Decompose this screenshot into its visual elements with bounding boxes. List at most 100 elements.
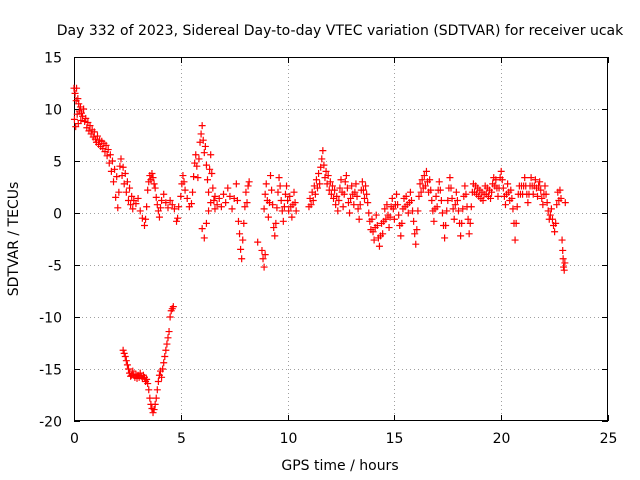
data-point xyxy=(509,205,517,213)
data-point xyxy=(513,203,521,211)
data-point xyxy=(136,207,144,215)
data-point xyxy=(233,197,241,205)
data-point xyxy=(217,203,225,211)
data-point xyxy=(335,197,343,205)
data-point xyxy=(414,207,422,215)
data-point xyxy=(122,188,130,196)
data-point xyxy=(119,346,127,354)
data-point xyxy=(143,375,151,383)
data-point xyxy=(129,367,137,375)
data-point xyxy=(197,130,205,138)
x-axis-label: GPS time / hours xyxy=(281,458,398,474)
data-point xyxy=(558,236,566,244)
data-point xyxy=(539,201,547,209)
data-point xyxy=(126,184,134,192)
data-point xyxy=(453,197,461,205)
data-point xyxy=(132,200,140,208)
data-point xyxy=(428,197,436,205)
data-point xyxy=(344,199,352,207)
data-point xyxy=(547,205,555,213)
data-point xyxy=(208,169,216,177)
data-point xyxy=(242,188,250,196)
data-point xyxy=(543,199,551,207)
data-point xyxy=(443,207,451,215)
data-point xyxy=(181,186,189,194)
data-point xyxy=(205,188,213,196)
data-point xyxy=(149,174,157,182)
data-point xyxy=(309,197,317,205)
data-point xyxy=(557,194,565,202)
data-point xyxy=(211,192,219,200)
data-point xyxy=(138,214,146,222)
data-point xyxy=(355,215,363,223)
data-point xyxy=(337,176,345,184)
y-tick-label: 0 xyxy=(53,207,62,223)
y-tick-label: -5 xyxy=(48,259,62,275)
data-point xyxy=(411,230,419,238)
data-point xyxy=(198,122,206,130)
data-point xyxy=(342,172,350,180)
data-point xyxy=(238,255,246,263)
data-point xyxy=(427,186,435,194)
data-point xyxy=(449,205,457,213)
y-tick-label: -10 xyxy=(39,311,62,327)
data-point xyxy=(164,204,172,212)
data-point xyxy=(372,211,380,219)
data-point xyxy=(438,209,446,217)
data-point xyxy=(140,221,148,229)
data-point xyxy=(224,184,232,192)
data-point xyxy=(529,190,537,198)
data-point xyxy=(207,199,215,207)
data-point xyxy=(269,201,277,209)
data-point xyxy=(441,234,449,242)
data-point xyxy=(127,372,135,380)
data-point xyxy=(351,188,359,196)
data-point xyxy=(70,115,78,123)
data-point xyxy=(395,211,403,219)
data-point xyxy=(291,199,299,207)
data-point xyxy=(320,161,328,169)
data-point xyxy=(350,201,358,209)
data-point xyxy=(508,194,516,202)
data-point xyxy=(437,197,445,205)
data-point xyxy=(211,205,219,213)
data-point xyxy=(261,190,269,198)
data-point xyxy=(152,193,160,201)
data-point xyxy=(180,178,188,186)
data-point xyxy=(166,313,174,321)
data-point xyxy=(328,182,336,190)
data-point xyxy=(160,190,168,198)
data-point xyxy=(521,174,529,182)
data-point xyxy=(199,136,207,144)
data-point xyxy=(542,190,550,198)
data-point xyxy=(111,165,119,173)
data-point xyxy=(116,162,124,170)
data-point xyxy=(157,204,165,212)
data-point xyxy=(261,251,269,259)
data-point xyxy=(279,217,287,225)
y-tick-label: -15 xyxy=(39,363,62,379)
data-point xyxy=(75,100,83,108)
data-point xyxy=(201,142,209,150)
data-point xyxy=(215,194,223,202)
data-point xyxy=(451,201,459,209)
data-point xyxy=(559,255,567,263)
data-point xyxy=(394,201,402,209)
data-point xyxy=(312,176,320,184)
data-point xyxy=(200,234,208,242)
data-point xyxy=(122,357,130,365)
y-tick-label: 10 xyxy=(44,103,62,119)
data-point xyxy=(448,194,456,202)
data-point xyxy=(538,194,546,202)
data-point xyxy=(462,190,470,198)
data-point xyxy=(318,155,326,163)
data-point xyxy=(326,178,334,186)
data-point xyxy=(444,197,452,205)
data-point xyxy=(198,225,206,233)
data-point xyxy=(226,192,234,200)
data-point xyxy=(479,197,487,205)
data-point xyxy=(284,197,292,205)
data-point xyxy=(498,176,506,184)
grid xyxy=(74,57,608,421)
data-point xyxy=(535,182,543,190)
